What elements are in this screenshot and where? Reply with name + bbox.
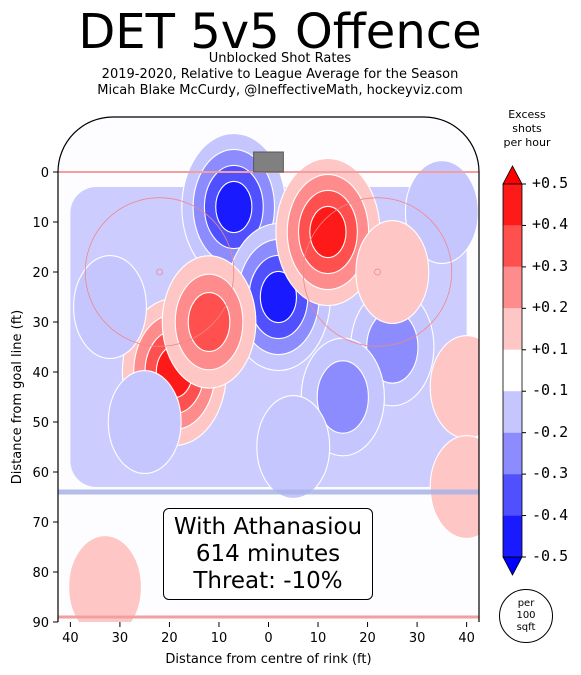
colorbar-tick-label: +0.1 <box>532 339 569 358</box>
faceoff-dot <box>156 268 163 276</box>
colorbar-tick-label: +0.5 <box>532 174 569 192</box>
annotation-threat: Threat: -10% <box>193 567 343 594</box>
colorbar-title-line: Excess <box>508 108 546 121</box>
chart-subtitle-shot-type: Unblocked Shot Rates <box>208 51 352 66</box>
heat-contour <box>316 360 369 434</box>
x-tick-label: 0 <box>264 631 272 646</box>
chart-subtitle-author: Micah Blake McCurdy, @IneffectiveMath, h… <box>97 83 463 98</box>
heat-contour <box>73 255 147 360</box>
heat-contour <box>187 292 231 352</box>
heat-contour <box>355 220 430 325</box>
colorbar-segment <box>503 266 522 309</box>
heat-contour <box>429 434 479 539</box>
chart-subtitle-season: 2019-2020, Relative to League Average fo… <box>101 67 459 82</box>
y-tick-label: 80 <box>32 566 49 581</box>
y-tick-label: 0 <box>41 166 49 181</box>
heat-contour <box>429 334 479 439</box>
colorbar-tick-label: +0.4 <box>532 215 569 234</box>
colorbar-tick-label: -0.5 <box>532 547 569 565</box>
y-tick-label: 20 <box>32 266 49 281</box>
y-tick-label: 40 <box>32 366 49 381</box>
colorbar-segment <box>503 391 522 433</box>
colorbar-segment <box>503 225 522 267</box>
faceoff-dot <box>374 268 381 276</box>
heat-contour <box>309 205 347 259</box>
x-tick-label: 20 <box>161 631 178 646</box>
x-tick-label: 10 <box>211 631 228 646</box>
area-legend-line: sqft <box>516 622 536 633</box>
heat-contour <box>404 160 479 265</box>
annotation-player: With Athanasiou <box>173 513 363 540</box>
y-tick-label: 90 <box>32 616 49 631</box>
x-tick-label: 40 <box>62 631 79 646</box>
area-scale-legend: per 100 sqft <box>499 589 553 643</box>
faceoff-circle <box>302 197 453 347</box>
colorbar-segment <box>503 432 522 475</box>
heat-contour <box>107 369 182 474</box>
x-tick-label: 30 <box>112 631 129 646</box>
heat-contour <box>256 394 331 499</box>
chart-title: DET 5v5 Offence <box>78 4 482 60</box>
annotation-minutes: 614 minutes <box>195 540 341 567</box>
y-tick-label: 30 <box>32 316 49 331</box>
colorbar-tick-label: -0.3 <box>532 464 569 483</box>
chart-axes: 40 30 20 10 0 10 20 30 40 0 10 20 30 40 50 60 70 80 90 Dist… <box>10 166 475 667</box>
y-axis-label: Distance from goal line (ft) <box>10 310 25 484</box>
colorbar-title: Excess shots per hour <box>494 108 560 150</box>
colorbar-frame <box>502 183 523 558</box>
colorbar-tick-label: -0.2 <box>532 422 569 441</box>
rink-markings <box>58 151 479 619</box>
colorbar-segment <box>503 474 522 516</box>
x-tick-label: 20 <box>359 631 376 646</box>
colorbar-tick-label: -0.1 <box>532 381 569 400</box>
colorbar-tick-label: +0.3 <box>532 256 569 275</box>
heat-contour <box>259 270 298 324</box>
colorbar-segment <box>503 515 522 557</box>
area-legend-line: 100 <box>516 610 536 621</box>
x-tick-label: 30 <box>409 631 426 646</box>
heat-contour <box>68 534 143 622</box>
rink-boards-outline <box>57 116 480 622</box>
colorbar <box>502 165 526 576</box>
x-axis-label: Distance from centre of rink (ft) <box>165 652 371 667</box>
colorbar-extend-low <box>502 556 523 576</box>
colorbar-title-line: per hour <box>503 136 551 149</box>
colorbar-segment <box>503 308 522 350</box>
colorbar-segment <box>503 184 522 226</box>
colorbar-tick-label: -0.4 <box>532 505 569 524</box>
colorbar-title-line: shots <box>512 122 542 135</box>
colorbar-extend-high <box>502 165 523 185</box>
x-tick-label: 40 <box>458 631 475 646</box>
colorbar-tick-label: +0.2 <box>532 298 569 317</box>
goal-net <box>253 151 284 173</box>
heat-contour <box>215 180 253 234</box>
colorbar-segment <box>503 349 522 392</box>
y-tick-label: 50 <box>32 416 49 431</box>
player-annotation-box: With Athanasiou 614 minutes Threat: -10% <box>163 508 373 600</box>
y-tick-label: 60 <box>32 466 49 481</box>
faceoff-circle <box>84 197 235 347</box>
x-tick-label: 10 <box>310 631 327 646</box>
y-tick-label: 70 <box>32 516 49 531</box>
area-legend-line: per <box>517 598 535 609</box>
y-tick-label: 10 <box>32 216 49 231</box>
